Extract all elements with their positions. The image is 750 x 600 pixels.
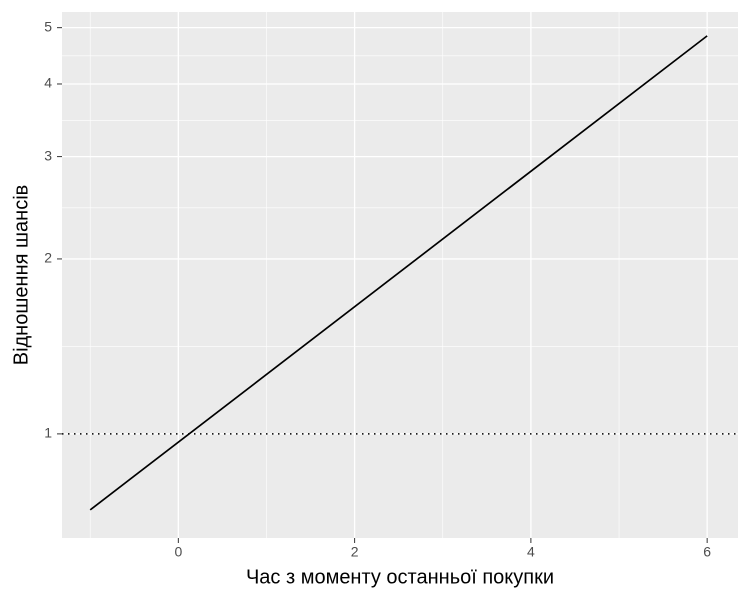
x-tick-label: 0 xyxy=(174,544,182,560)
x-tick-label: 6 xyxy=(703,544,711,560)
y-tick-label: 3 xyxy=(44,147,52,163)
line xyxy=(89,35,708,511)
y-tick-label: 5 xyxy=(44,18,52,34)
x-axis-title: Час з моменту останньої покупки xyxy=(246,566,554,588)
x-tick-label: 2 xyxy=(351,544,359,560)
y-axis-title: Відношення шансів xyxy=(10,185,32,366)
y-tick-label: 4 xyxy=(44,75,52,91)
y-tick-label: 1 xyxy=(44,425,52,441)
x-tick-label: 4 xyxy=(527,544,535,560)
y-tick-label: 2 xyxy=(44,250,52,266)
